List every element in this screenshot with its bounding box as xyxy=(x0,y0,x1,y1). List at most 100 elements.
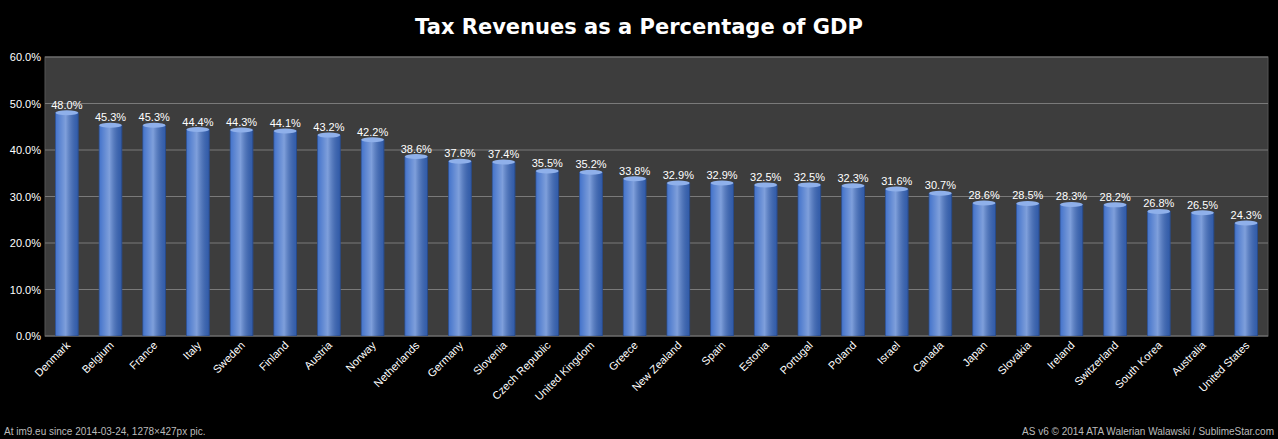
x-tick-label: Netherlands xyxy=(371,339,422,390)
x-tick-label: Portugal xyxy=(777,339,814,376)
bar xyxy=(55,113,78,336)
bar xyxy=(187,130,210,336)
bar xyxy=(230,130,253,336)
bar-cap xyxy=(667,181,690,186)
x-tick-label: South Korea xyxy=(1112,338,1164,390)
bar-shine xyxy=(1104,205,1127,336)
data-label: 28.6% xyxy=(968,189,999,201)
bar-shine xyxy=(1060,204,1083,336)
bar xyxy=(973,203,996,336)
x-tick-label: Denmark xyxy=(32,339,72,379)
data-label: 28.2% xyxy=(1100,191,1131,203)
bar-cap xyxy=(405,154,428,159)
data-label: 44.1% xyxy=(270,117,301,129)
bar-shine xyxy=(274,131,297,336)
bar-cap xyxy=(580,170,603,175)
bar-shine xyxy=(580,172,603,336)
x-tick-label: Poland xyxy=(826,339,859,372)
bar-shine xyxy=(623,179,646,336)
bar-shine xyxy=(798,185,821,336)
plot-area xyxy=(45,57,1268,336)
data-label: 32.9% xyxy=(706,169,737,181)
bar-cap xyxy=(754,182,777,187)
data-label: 44.3% xyxy=(226,116,257,128)
data-label: 35.2% xyxy=(575,158,606,170)
bar xyxy=(1235,223,1258,336)
bar-shine xyxy=(885,189,908,336)
data-label: 31.6% xyxy=(881,175,912,187)
x-tick-label: Slovakia xyxy=(995,338,1034,377)
bar-shine xyxy=(536,171,559,336)
data-label: 45.3% xyxy=(139,111,170,123)
bar-cap xyxy=(1104,202,1127,207)
bar-cap xyxy=(55,110,78,115)
bar xyxy=(885,189,908,336)
data-label: 28.3% xyxy=(1056,190,1087,202)
data-label: 32.5% xyxy=(794,171,825,183)
bar-cap xyxy=(623,176,646,181)
grid-line xyxy=(45,103,1268,104)
bar-shine xyxy=(711,183,734,336)
bar-cap xyxy=(187,127,210,132)
bar-shine xyxy=(143,125,166,336)
bars xyxy=(55,110,1257,336)
bar-cap xyxy=(1060,202,1083,207)
data-label: 24.3% xyxy=(1231,209,1262,221)
y-tick-label: 0.0% xyxy=(16,330,41,342)
data-label: 48.0% xyxy=(51,99,82,111)
x-tick-label: Australia xyxy=(1169,338,1208,377)
data-label: 38.6% xyxy=(401,143,432,155)
grid-line xyxy=(45,289,1268,290)
grid-line xyxy=(45,243,1268,244)
x-tick-label: Germany xyxy=(425,339,466,380)
footer-note: At im9.eu since 2014-03-24, 1278×427px p… xyxy=(4,426,206,437)
labels: 48.0%Denmark45.3%Belgium45.3%France44.4%… xyxy=(32,99,1262,403)
x-tick-label: Greece xyxy=(606,339,640,373)
x-tick-label: Belgium xyxy=(79,339,116,376)
data-label: 37.4% xyxy=(488,148,519,160)
bar xyxy=(449,161,472,336)
bar xyxy=(623,179,646,336)
data-label: 26.5% xyxy=(1187,199,1218,211)
y-tick-label: 30.0% xyxy=(10,191,41,203)
title: Tax Revenues as a Percentage of GDP xyxy=(415,15,863,39)
bar-shine xyxy=(754,185,777,336)
bar xyxy=(754,185,777,336)
bar-shine xyxy=(842,186,865,336)
bar xyxy=(711,183,734,336)
bar-cap xyxy=(492,160,515,165)
bar-shine xyxy=(318,135,341,336)
grid-line xyxy=(45,150,1268,151)
bar xyxy=(361,140,384,336)
bar-shine xyxy=(1016,203,1039,336)
bar xyxy=(580,172,603,336)
bar-shine xyxy=(1147,211,1170,336)
x-tick-label: Italy xyxy=(181,339,204,362)
bar-cap xyxy=(1147,209,1170,214)
data-label: 33.8% xyxy=(619,165,650,177)
chart: Tax Revenues as a Percentage of GDP0.0%1… xyxy=(0,0,1278,439)
x-tick-label: Canada xyxy=(910,338,946,374)
bar-shine xyxy=(230,130,253,336)
data-label: 42.2% xyxy=(357,126,388,138)
x-tick-label: Israel xyxy=(875,339,903,367)
footer-note: AS v6 © 2014 ATA Walerian Walawski / Sub… xyxy=(1022,426,1274,437)
bar-cap xyxy=(1235,221,1258,226)
bar-cap xyxy=(973,201,996,206)
data-label: 28.5% xyxy=(1012,189,1043,201)
bar xyxy=(1191,213,1214,336)
y-tick-label: 60.0% xyxy=(10,51,41,63)
bar-cap xyxy=(1191,210,1214,215)
bar-shine xyxy=(929,193,952,336)
x-tick-label: Sweden xyxy=(210,339,247,376)
bar-cap xyxy=(230,128,253,133)
data-label: 26.8% xyxy=(1143,197,1174,209)
x-tick-label: France xyxy=(127,339,160,372)
bar xyxy=(1060,204,1083,336)
bar-shine xyxy=(1235,223,1258,336)
bar-shine xyxy=(1191,213,1214,336)
bar xyxy=(536,171,559,336)
grid-line xyxy=(45,57,1268,58)
x-tick-label: Norway xyxy=(343,339,378,374)
bar-shine xyxy=(405,157,428,336)
